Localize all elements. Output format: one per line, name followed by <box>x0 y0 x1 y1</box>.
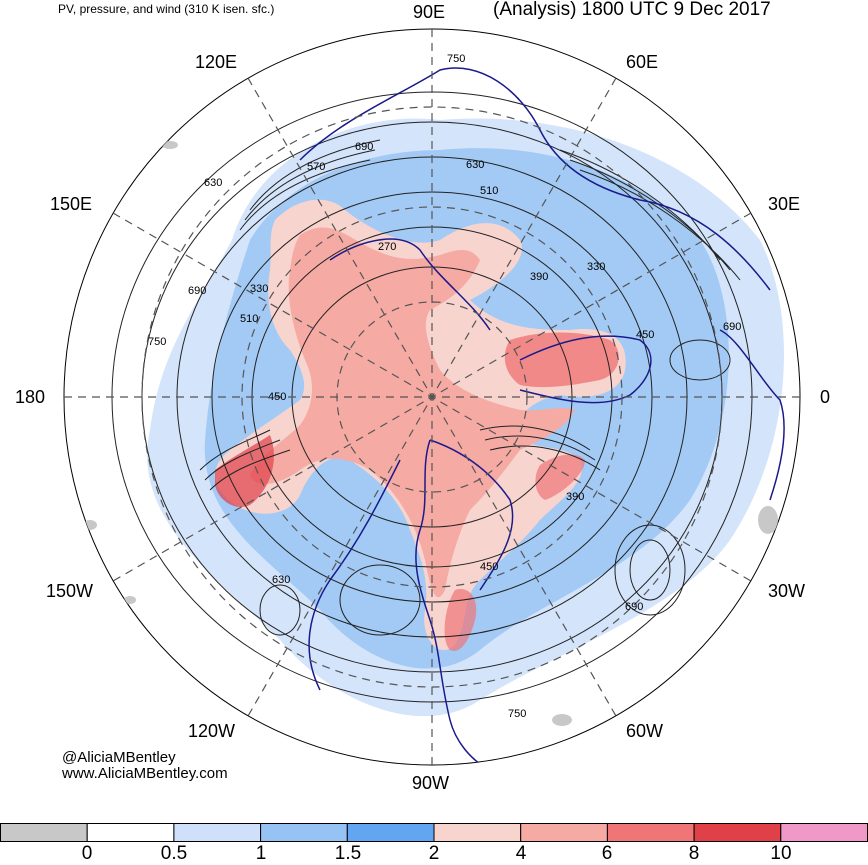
contour-label: 630 <box>466 159 484 171</box>
lon-label-60e: 60E <box>626 52 659 72</box>
contour-label: 690 <box>188 285 206 297</box>
map-title-left: PV, pressure, and wind (310 K isen. sfc.… <box>58 2 275 16</box>
colorbar-tick-label: 0 <box>81 843 93 864</box>
colorbar-tick-label: 10 <box>770 843 792 864</box>
colorbar-segment <box>0 823 88 842</box>
lon-label-60w: 60W <box>626 721 664 741</box>
contour-label: 630 <box>204 177 222 189</box>
contour-label: 750 <box>508 708 526 720</box>
lon-label-0: 0 <box>820 387 831 407</box>
colorbar-tick-label: 1 <box>255 843 267 864</box>
colorbar-tick-label: 1.5 <box>334 843 362 864</box>
contour-label: 690 <box>723 321 741 333</box>
lon-label-30w: 30W <box>768 581 806 601</box>
contour-labels: 750 690 570 630 510 330 390 270 450 750 … <box>148 53 741 720</box>
pv-shading <box>83 118 784 726</box>
contour-label: 450 <box>636 329 654 341</box>
colorbar-tick-label: 4 <box>515 843 527 864</box>
lon-label-150w: 150W <box>46 581 94 601</box>
colorbar-segment <box>693 823 782 842</box>
lon-label-180: 180 <box>15 387 46 407</box>
contour-label: 510 <box>240 313 258 325</box>
contour-label: 450 <box>268 391 286 403</box>
contour-label: 390 <box>566 491 584 503</box>
lon-label-120w: 120W <box>188 721 236 741</box>
contour-label: 750 <box>148 336 166 348</box>
colorbar-tick-label: 0.5 <box>160 843 188 864</box>
polar-stereographic-map: 750 690 570 630 510 330 390 270 450 750 … <box>63 28 801 766</box>
colorbar-segment <box>260 823 348 842</box>
colorbar-segment <box>173 823 262 842</box>
graticule <box>64 29 800 765</box>
colorbar-tick-label: 2 <box>428 843 440 864</box>
colorbar-tick-label: 8 <box>688 843 700 864</box>
contour-label: 690 <box>625 601 643 613</box>
colorbar-tick-label: 6 <box>601 843 613 864</box>
coastlines <box>299 67 785 765</box>
contour-label: 450 <box>480 561 498 573</box>
colorbar-segment <box>346 823 435 842</box>
lon-label-30e: 30E <box>768 194 801 214</box>
contour-label: 330 <box>250 283 268 295</box>
colorbar-segment <box>433 823 522 842</box>
contour-label: 270 <box>378 241 396 253</box>
map-title-right: (Analysis) 1800 UTC 9 Dec 2017 <box>493 0 771 20</box>
credit-handle: @AliciaMBentley <box>62 749 176 766</box>
contour-label: 390 <box>530 271 548 283</box>
contour-label: 570 <box>307 161 325 173</box>
colorbar-segment <box>606 823 695 842</box>
contour-label: 510 <box>480 185 498 197</box>
colorbar-segment <box>520 823 608 842</box>
contour-label: 750 <box>447 53 465 65</box>
colorbar-segment <box>780 823 868 842</box>
lon-label-150e: 150E <box>50 194 93 214</box>
contour-label: 630 <box>272 574 290 586</box>
lon-label-90w: 90W <box>412 773 450 793</box>
credit-website: www.AliciaMBentley.com <box>62 765 228 782</box>
lon-label-90e: 90E <box>413 2 446 22</box>
colorbar <box>0 823 868 842</box>
contour-label: 330 <box>587 261 605 273</box>
lon-label-120e: 120E <box>195 52 238 72</box>
contour-label: 690 <box>355 141 373 153</box>
colorbar-segment <box>86 823 175 842</box>
